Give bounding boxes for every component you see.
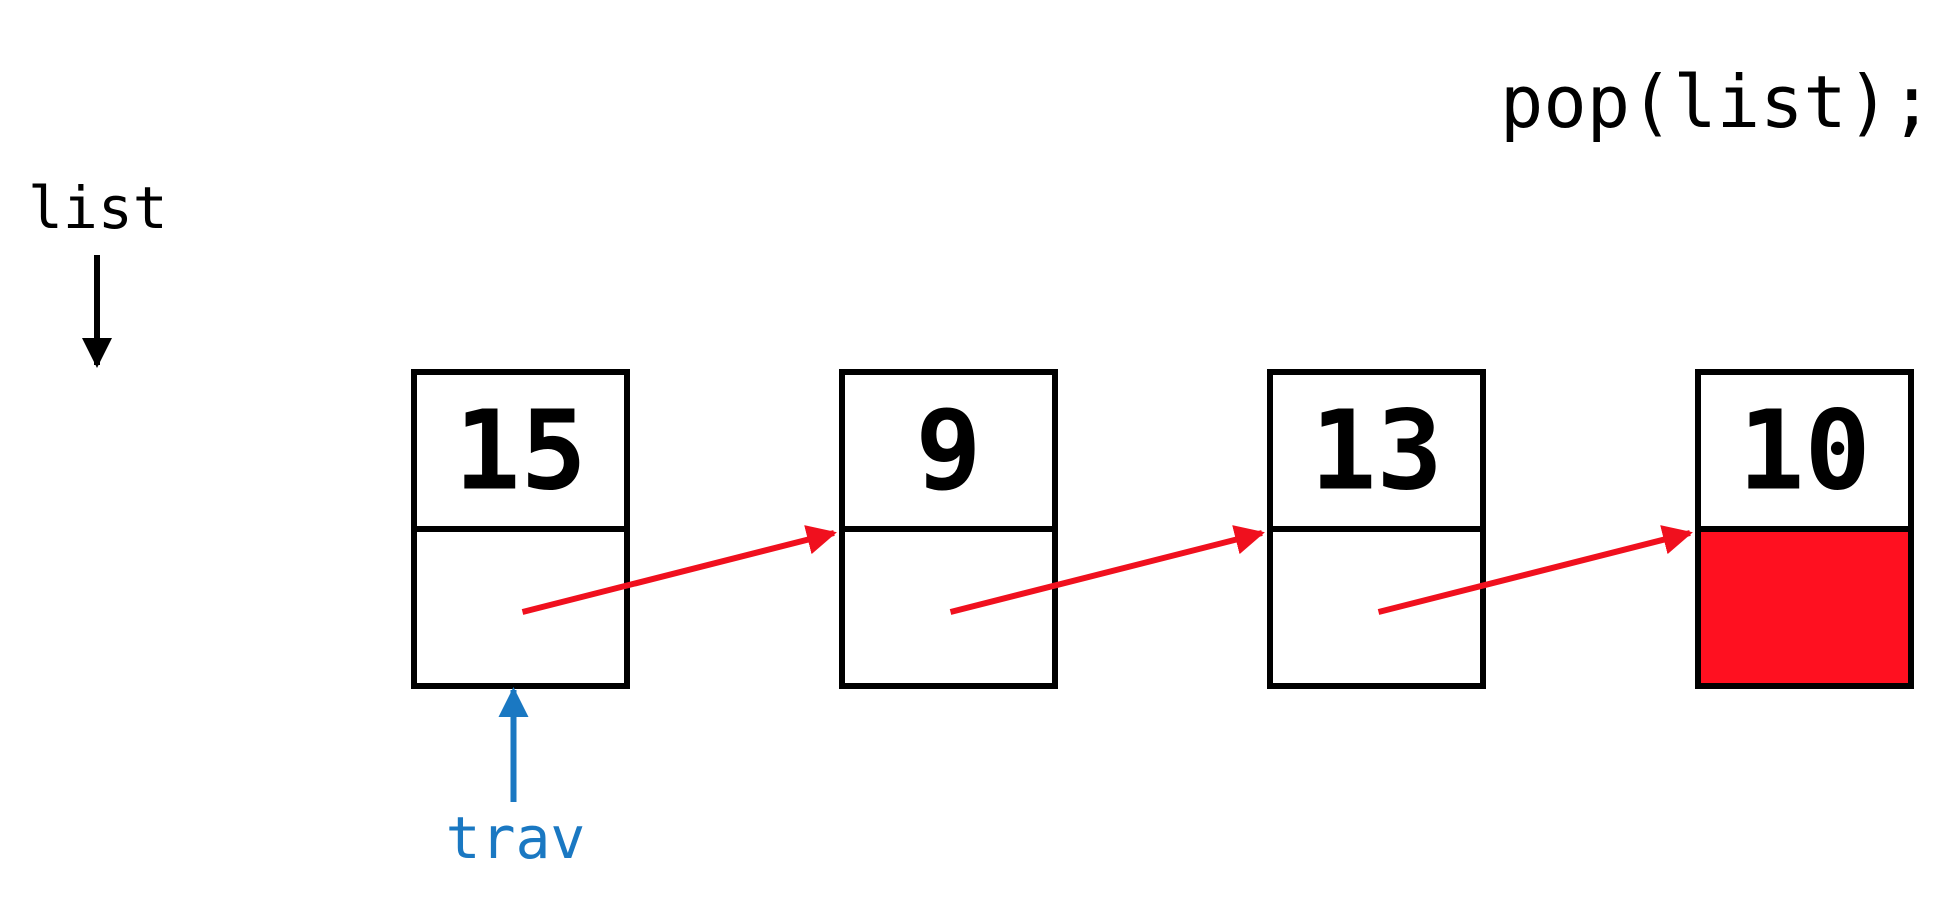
node-value-text: 9 [915, 387, 981, 515]
list-node: 9 [839, 369, 1058, 689]
nodes-layer: 15 9 13 10 [411, 369, 1914, 689]
list-node: 10 [1695, 369, 1914, 689]
node-next-cell [1695, 526, 1914, 689]
node-next-cell [411, 526, 630, 689]
node-value-cell [839, 369, 1058, 532]
next-pointer-arrow [949, 525, 1265, 615]
next-pointer-arrows [521, 525, 1693, 615]
code-line: pop(list); [1500, 60, 1933, 144]
head-pointer-label: list [28, 174, 168, 242]
node-value-text: 10 [1738, 387, 1870, 515]
next-pointer-arrow [521, 525, 837, 615]
node-value-text: 15 [454, 387, 586, 515]
node-next-cell [1267, 526, 1486, 689]
trav-pointer-label: trav [446, 804, 586, 872]
next-pointer-arrow [1377, 525, 1693, 615]
node-next-cell [839, 526, 1058, 689]
list-node: 15 [411, 369, 630, 689]
list-node: 13 [1267, 369, 1486, 689]
node-value-text: 13 [1310, 387, 1442, 515]
